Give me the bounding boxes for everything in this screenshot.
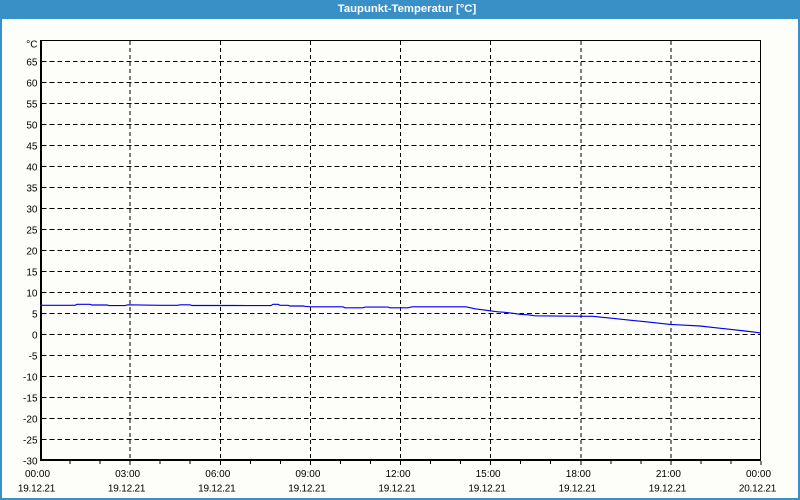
svg-text:25: 25 [26,226,38,237]
svg-text:19.12.21: 19.12.21 [378,484,416,495]
svg-text:15: 15 [26,268,38,279]
svg-text:10: 10 [26,289,38,300]
svg-text:20.12.21: 20.12.21 [739,484,777,495]
svg-text:40: 40 [26,163,38,174]
svg-text:60: 60 [26,79,38,90]
svg-text:-25: -25 [23,436,38,447]
svg-text:21:00: 21:00 [656,469,681,480]
svg-text:20: 20 [26,247,38,258]
svg-text:18:00: 18:00 [566,469,591,480]
svg-text:5: 5 [32,310,38,321]
svg-text:19.12.21: 19.12.21 [559,484,597,495]
svg-text:06:00: 06:00 [205,469,230,480]
svg-text:-30: -30 [23,457,38,468]
svg-text:-5: -5 [29,352,38,363]
svg-text:19.12.21: 19.12.21 [468,484,506,495]
svg-text:°C: °C [26,40,37,51]
svg-text:55: 55 [26,100,38,111]
svg-text:0: 0 [32,331,38,342]
svg-text:50: 50 [26,121,38,132]
svg-text:19.12.21: 19.12.21 [18,484,56,495]
svg-text:00:00: 00:00 [25,469,50,480]
svg-text:19.12.21: 19.12.21 [198,484,236,495]
svg-text:09:00: 09:00 [295,469,320,480]
svg-text:19.12.21: 19.12.21 [108,484,146,495]
svg-text:65: 65 [26,58,38,69]
svg-text:-10: -10 [23,373,38,384]
svg-text:-20: -20 [23,415,38,426]
svg-text:03:00: 03:00 [115,469,140,480]
svg-text:30: 30 [26,205,38,216]
svg-text:19.12.21: 19.12.21 [649,484,687,495]
svg-text:12:00: 12:00 [385,469,410,480]
svg-text:00:00: 00:00 [746,469,771,480]
svg-text:45: 45 [26,142,38,153]
svg-text:15:00: 15:00 [476,469,501,480]
svg-text:Taupunkt-Temperatur [°C]: Taupunkt-Temperatur [°C] [338,3,477,15]
svg-text:19.12.21: 19.12.21 [288,484,326,495]
svg-text:35: 35 [26,184,38,195]
svg-text:-15: -15 [23,394,38,405]
